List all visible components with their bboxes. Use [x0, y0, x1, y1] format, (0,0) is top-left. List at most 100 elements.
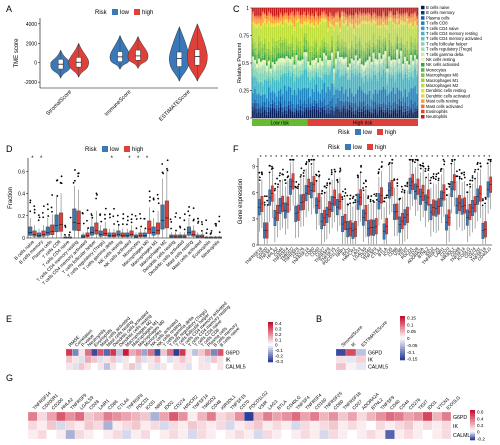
c-bar-segment	[262, 93, 264, 95]
g-cell	[319, 420, 329, 431]
b-row-label: G6PD	[368, 350, 382, 356]
c-bar-segment	[402, 96, 405, 98]
c-bar-segment	[329, 8, 331, 13]
c-bar-segment	[297, 47, 300, 56]
d-box-low	[45, 226, 50, 236]
c-bar-segment	[311, 70, 314, 76]
c-bar-segment	[339, 30, 341, 32]
c-bar-segment	[275, 26, 278, 41]
c-bar-segment	[305, 16, 308, 19]
e-cell	[210, 355, 218, 364]
f-significance: *	[395, 155, 397, 161]
c-bar-segment	[378, 69, 381, 72]
c-legend-swatch	[421, 115, 425, 119]
d-box-high	[32, 230, 37, 237]
e-cell	[141, 362, 149, 371]
c-bar-segment	[350, 70, 353, 73]
e-cell	[84, 362, 92, 371]
c-bar-segment	[392, 23, 395, 46]
c-bar-segment	[412, 103, 414, 112]
c-legend-label: T cells regulatory (Tregs)	[426, 47, 473, 52]
c-bar-segment	[277, 79, 280, 82]
c-bar-segment	[378, 27, 381, 36]
c-bar-segment	[299, 23, 302, 26]
c-bar-segment	[281, 53, 284, 58]
g-cell	[215, 429, 226, 440]
d-outlier	[175, 229, 177, 232]
d-outlier	[152, 197, 155, 200]
e-cell	[65, 362, 73, 371]
c-bar-segment	[412, 78, 414, 88]
c-bar-segment	[386, 15, 389, 17]
d-outlier	[104, 217, 106, 220]
c-bar-segment	[392, 61, 395, 63]
c-bar-segment	[382, 109, 385, 112]
f-x-tick-label: ICOS	[382, 246, 393, 257]
f-outlier	[380, 166, 383, 169]
d-outlier	[135, 227, 138, 230]
c-bar-segment	[313, 64, 316, 68]
c-bar-segment	[345, 100, 347, 109]
e-cell	[179, 348, 186, 357]
c-bar-segment	[317, 71, 320, 76]
f-outlier	[411, 158, 414, 161]
c-bar-segment	[345, 70, 347, 74]
d-box-high	[173, 234, 178, 238]
f-outlier	[357, 176, 359, 179]
c-bar-segment	[400, 106, 403, 110]
e-cell	[154, 355, 161, 364]
e-cell	[65, 348, 73, 357]
c-bar-segment	[289, 15, 292, 21]
c-bar-segment	[364, 94, 367, 106]
c-bar-segment	[370, 22, 373, 26]
c-bar-segment	[343, 23, 345, 25]
e-cell	[84, 355, 92, 364]
c-bar-segment	[402, 66, 405, 70]
c-bar-segment	[281, 73, 284, 76]
d-box-high	[191, 230, 196, 237]
c-bar-segment	[337, 45, 339, 50]
c-bar-segment	[323, 53, 325, 56]
c-bar-segment	[356, 26, 359, 28]
c-bar-segment	[350, 19, 353, 25]
g-cell	[84, 411, 94, 422]
c-bar-segment	[347, 16, 349, 19]
c-bar-segment	[283, 85, 286, 101]
c-bar-segment	[386, 82, 389, 85]
f-outlier	[477, 168, 480, 171]
c-bar-segment	[364, 42, 367, 51]
c-bar-segment	[345, 68, 347, 71]
c-bar-segment	[414, 68, 416, 85]
c-bar-segment	[382, 43, 385, 51]
g-cell	[197, 411, 207, 422]
c-bar-segment	[341, 54, 343, 57]
c-bar-segment	[295, 74, 298, 77]
c-bar-segment	[260, 28, 262, 41]
c-bar-segment	[352, 33, 355, 48]
c-bar-segment	[287, 24, 290, 26]
b-col-label: ESTIMATEScore	[360, 319, 388, 347]
c-bar-segment	[325, 16, 327, 20]
c-bar-segment	[339, 8, 341, 18]
d-box-high	[120, 232, 125, 238]
c-bar-segment	[376, 59, 379, 64]
c-bar-segment	[396, 43, 399, 46]
c-bar-segment	[404, 89, 406, 103]
g-cell	[432, 420, 442, 431]
e-legend-step	[268, 346, 273, 349]
c-bar-segment	[313, 47, 316, 54]
d-box-high	[85, 232, 90, 238]
c-bar-segment	[287, 58, 290, 60]
c-bar-segment	[254, 59, 256, 63]
c-bar-segment	[271, 23, 274, 26]
legend-d-low-label: low	[110, 147, 120, 153]
c-bar-segment	[362, 13, 365, 16]
c-bar-segment	[350, 58, 353, 61]
c-bar-segment	[265, 97, 268, 99]
c-bar-segment	[252, 23, 254, 25]
f-significance: *	[452, 155, 454, 161]
f-significance: *	[410, 155, 412, 161]
c-bar-segment	[347, 18, 349, 26]
c-bar-segment	[402, 49, 405, 60]
g-cell	[131, 411, 141, 422]
